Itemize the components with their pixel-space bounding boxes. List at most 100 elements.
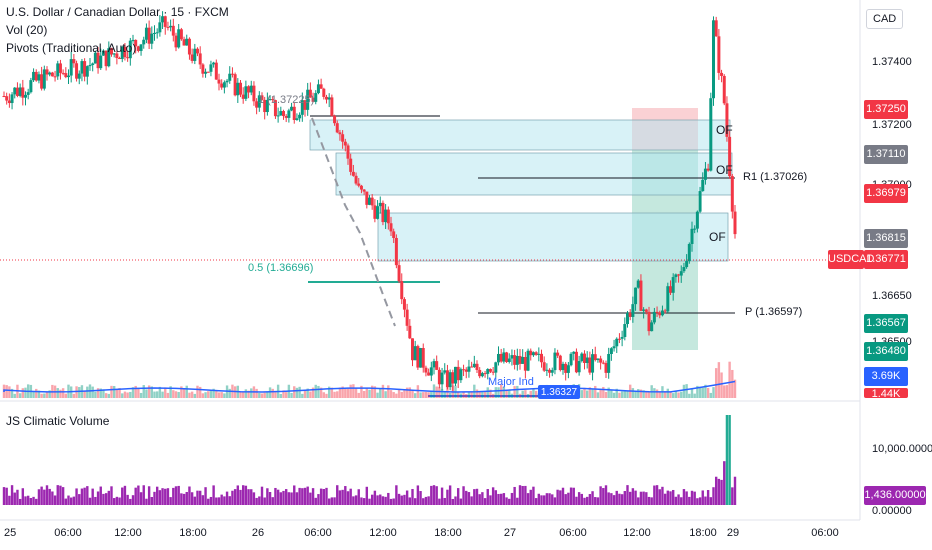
climatic-volume-bar	[349, 488, 352, 505]
volume-bar	[634, 390, 637, 398]
climatic-volume-bar	[637, 497, 640, 505]
climatic-volume-bar	[209, 496, 213, 505]
candle	[244, 86, 248, 99]
symbol-tag: USDCAD	[828, 250, 874, 269]
pivot-r1-label: R1 (1.37026)	[743, 171, 808, 183]
climatic-volume-bar	[446, 489, 449, 505]
climatic-volume-bar	[612, 495, 616, 505]
climatic-volume-bar	[344, 486, 347, 505]
volume-legend[interactable]: Vol (20)	[6, 23, 48, 37]
volume-bar	[10, 388, 14, 398]
climatic-volume-bar	[720, 479, 723, 505]
volume-bar	[255, 388, 258, 398]
climatic-volume-bar	[454, 496, 457, 505]
volume-bar	[518, 393, 522, 398]
climatic-volume-bar	[252, 492, 256, 505]
climatic-volume-bar	[413, 498, 417, 505]
climatic-volume-bar	[561, 487, 565, 505]
candle	[709, 98, 713, 171]
volume-bar	[166, 392, 170, 398]
candle	[153, 32, 156, 34]
climatic-volume-bar	[712, 487, 715, 505]
climatic-volume-bar	[354, 495, 358, 505]
order-block-zone	[309, 119, 731, 151]
time-tick: 27	[503, 527, 517, 539]
volume-bar	[5, 385, 8, 398]
currency-selector[interactable]: CAD	[866, 9, 904, 29]
volume-bar	[169, 386, 172, 398]
candle	[427, 372, 431, 376]
climatic-volume-bar	[225, 491, 229, 505]
candle	[298, 114, 302, 119]
candle	[174, 35, 178, 48]
symbol-legend[interactable]: U.S. Dollar / Canadian Dollar · 15 · FXC…	[6, 5, 229, 19]
candle	[225, 80, 229, 83]
volume-bar	[620, 391, 624, 398]
candle	[389, 223, 393, 232]
volume-bar	[666, 388, 670, 398]
climatic-volume-bar	[255, 497, 258, 505]
time-tick: 25	[4, 527, 17, 539]
climatic-volume-bar	[567, 492, 570, 505]
climatic-volume-bar	[2, 487, 6, 505]
volume-bar	[384, 391, 387, 398]
volume-bar	[263, 392, 266, 398]
volume-bar	[32, 391, 35, 398]
candle	[177, 29, 181, 48]
climatic-volume-bar	[537, 493, 541, 505]
volume-bar	[96, 388, 100, 398]
candle	[349, 158, 353, 172]
climatic-volume-bar	[733, 476, 737, 505]
volume-bar	[712, 387, 715, 398]
climatic-volume-bar	[244, 485, 248, 505]
climatic-volume-bar	[545, 493, 549, 505]
climatic-volume-bar	[250, 489, 253, 505]
volume-bar	[381, 384, 385, 398]
volume-bar	[631, 388, 635, 398]
climatic-volume-bar	[53, 495, 57, 505]
volume-bar	[190, 391, 194, 398]
volume-bar	[8, 386, 11, 398]
volume-bar	[147, 385, 151, 398]
climatic-volume-bar	[268, 492, 272, 505]
candle	[351, 171, 355, 176]
climatic-volume-bar	[671, 489, 675, 505]
indicator-legend[interactable]: JS Climatic Volume	[6, 414, 110, 428]
climatic-volume-bar	[309, 492, 312, 505]
climatic-volume-bar	[669, 491, 672, 505]
candle	[583, 353, 586, 363]
volume-bar	[626, 390, 629, 398]
candle	[359, 185, 363, 190]
climatic-volume-bar	[481, 492, 484, 505]
volume-bar	[322, 392, 326, 398]
climatic-volume-bar	[169, 497, 172, 505]
candle	[537, 353, 541, 355]
candle	[308, 89, 312, 98]
volume-bar	[392, 392, 395, 398]
candle	[548, 369, 552, 373]
candle	[357, 183, 361, 186]
volume-bar	[123, 391, 127, 398]
volume-bar	[596, 392, 600, 398]
candle	[712, 20, 715, 99]
climatic-volume-bar	[145, 498, 148, 505]
volume-bar	[309, 391, 312, 398]
candle	[491, 371, 495, 373]
candle	[652, 311, 656, 323]
volume-bar	[408, 387, 412, 398]
volume-bar	[497, 387, 500, 398]
price-badge-red: 1.37250	[864, 100, 908, 119]
climatic-volume-bar	[51, 491, 54, 505]
candle	[282, 111, 285, 117]
candle	[612, 346, 616, 349]
climatic-volume-bar	[403, 494, 406, 505]
volume-bar	[131, 387, 135, 398]
climatic-volume-bar	[10, 485, 14, 505]
climatic-volume-bar	[370, 494, 374, 505]
candle	[647, 311, 651, 332]
climatic-volume-bar	[88, 497, 92, 505]
volume-bar	[290, 392, 293, 398]
candle	[685, 261, 689, 268]
pivots-legend[interactable]: Pivots (Traditional, Auto)	[6, 41, 137, 55]
